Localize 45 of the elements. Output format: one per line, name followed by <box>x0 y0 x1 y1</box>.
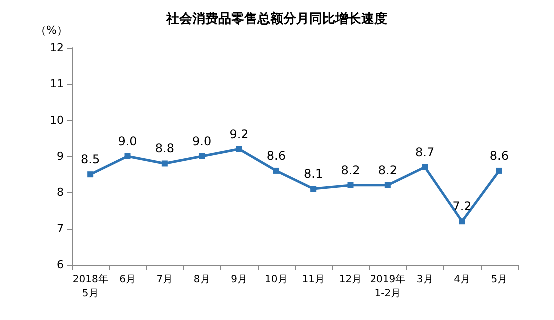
point <box>459 218 466 225</box>
x-tick-label: 11月 <box>302 274 325 286</box>
point <box>199 154 206 160</box>
x-tick-label: 6月 <box>120 274 136 286</box>
point <box>496 168 502 174</box>
x-tick-label: 3月 <box>416 274 434 286</box>
x-tick-label: 9月 <box>231 274 248 286</box>
y-axis-title: （%） <box>36 24 68 37</box>
data-label: 8.5 <box>81 152 100 167</box>
y-tick-label: 8 <box>57 186 64 200</box>
data-label: 8.2 <box>378 163 398 178</box>
point <box>236 146 242 152</box>
data-label: 8.8 <box>155 142 174 156</box>
point <box>124 154 131 160</box>
data-label: 8.6 <box>490 148 509 163</box>
x-tick-label: 5月 <box>491 274 508 286</box>
point <box>422 164 428 170</box>
x-tick-label: 12月 <box>339 274 362 286</box>
data-label: 8.7 <box>416 145 435 160</box>
y-tick-label: 9 <box>57 150 64 163</box>
data-label: 8.2 <box>341 163 360 178</box>
x-tick-label: 10月 <box>265 274 288 286</box>
point <box>162 160 168 167</box>
y-tick-label: 7 <box>57 222 64 236</box>
y-tick-label: 10 <box>50 114 64 127</box>
data-label: 8.6 <box>266 148 286 163</box>
data-label: 7.2 <box>452 200 472 214</box>
x-tick-label: 2019年 1-2月 <box>370 274 406 300</box>
data-label: 8.1 <box>304 167 324 182</box>
data-label: 9.0 <box>118 134 138 148</box>
data-label: 9.0 <box>192 134 212 148</box>
y-tick-label: 12 <box>50 42 64 54</box>
chart-title: 社会消费品零售总额分月同比增长速度 <box>166 11 388 27</box>
y-tick-label: 11 <box>50 78 64 91</box>
x-tick-label: 2018年 5月 <box>72 274 108 300</box>
y-tick-label: 6 <box>57 258 64 272</box>
x-tick-label: 4月 <box>454 274 470 286</box>
point <box>384 182 391 188</box>
x-tick-label: 7月 <box>156 274 174 286</box>
point <box>88 172 94 178</box>
point <box>310 186 317 192</box>
data-label: 9.2 <box>230 127 249 142</box>
x-tick-label: 8月 <box>194 274 210 286</box>
point <box>348 182 354 188</box>
point <box>273 168 280 174</box>
